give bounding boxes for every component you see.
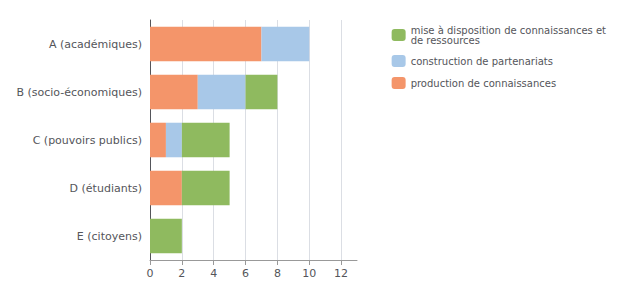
svg-text:de ressources: de ressources (411, 35, 480, 46)
svg-text:8: 8 (274, 267, 281, 280)
svg-text:0: 0 (147, 267, 154, 280)
svg-text:production de connaissances: production de connaissances (411, 78, 557, 89)
svg-text:E (citoyens): E (citoyens) (77, 230, 142, 243)
svg-text:B (socio-économiques): B (socio-économiques) (16, 86, 142, 99)
svg-text:D (étudiants): D (étudiants) (70, 182, 142, 195)
svg-text:mise à disposition de connaiss: mise à disposition de connaissances et (410, 24, 606, 36)
svg-text:A (académiques): A (académiques) (49, 38, 142, 51)
svg-text:10: 10 (302, 267, 316, 280)
svg-text:construction de partenariats: construction de partenariats (411, 56, 553, 67)
svg-text:6: 6 (242, 267, 249, 280)
svg-text:4: 4 (210, 267, 217, 280)
svg-text:C (pouvoirs publics): C (pouvoirs publics) (33, 134, 142, 147)
svg-text:2: 2 (178, 267, 185, 280)
svg-text:12: 12 (334, 267, 348, 280)
